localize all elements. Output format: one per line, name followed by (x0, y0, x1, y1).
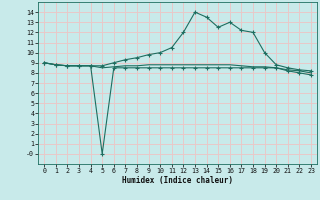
X-axis label: Humidex (Indice chaleur): Humidex (Indice chaleur) (122, 176, 233, 185)
